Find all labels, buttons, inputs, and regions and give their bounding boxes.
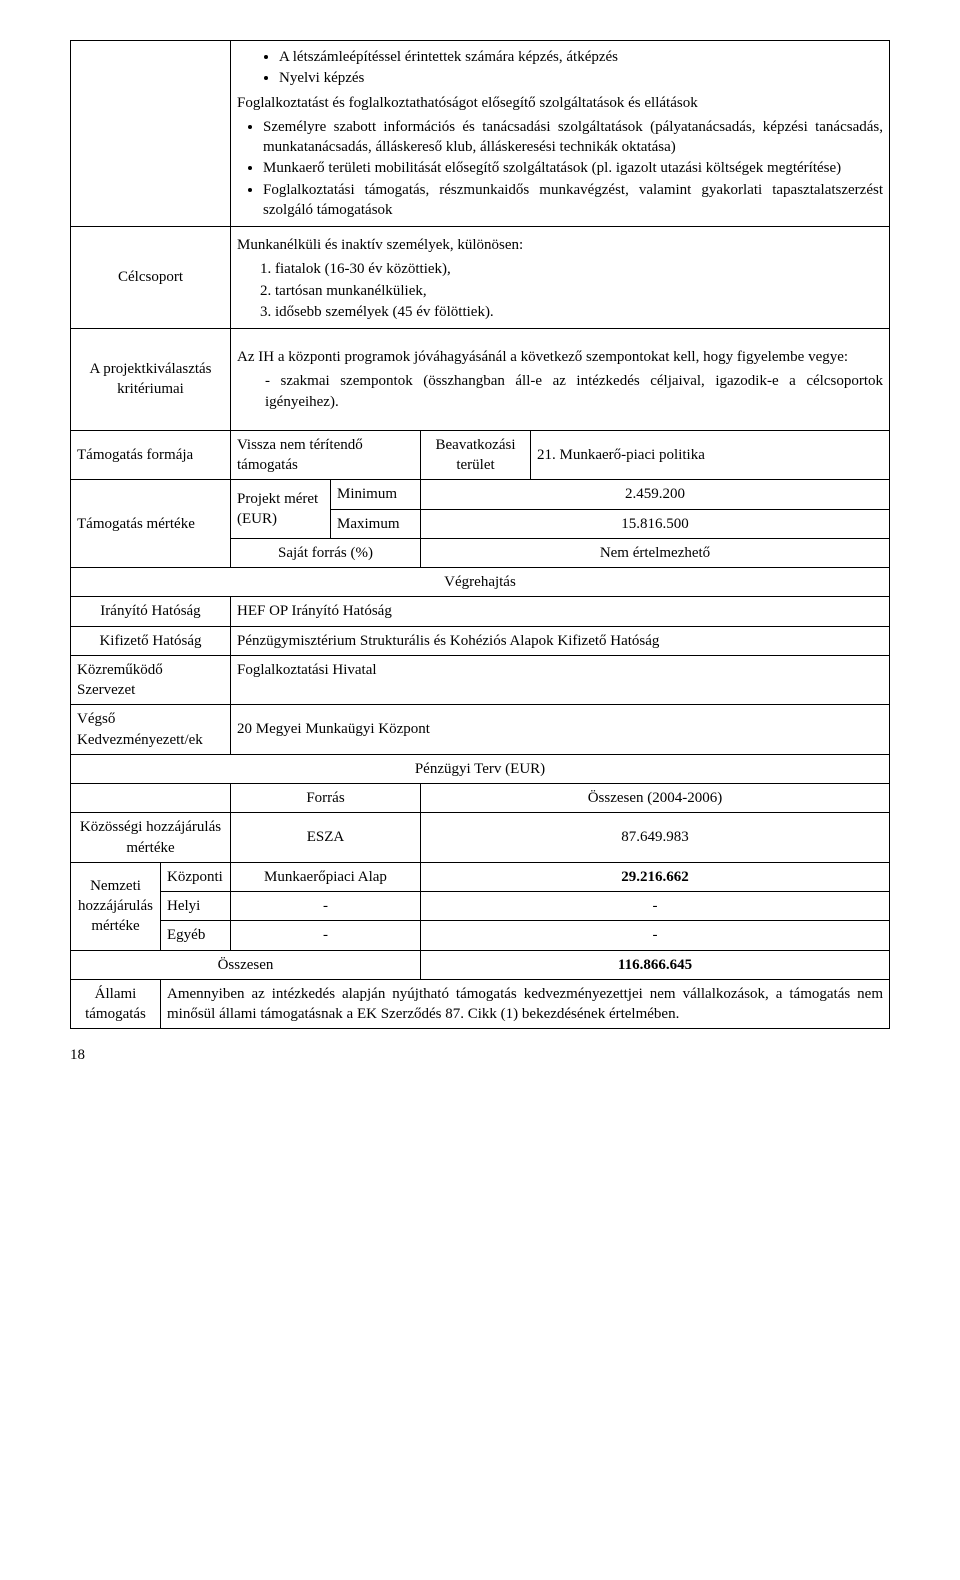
state-aid-text: Amennyiben az intézkedés alapján nyújtha… [161, 979, 890, 1029]
empty-label-cell [71, 41, 231, 227]
max-value: 15.816.500 [421, 509, 890, 538]
bullet-item: Munkaerő területi mobilitását elősegítő … [263, 158, 883, 178]
paying-authority-value: Pénzügymisztérium Strukturális és Kohézi… [231, 626, 890, 655]
financial-plan-header: Pénzügyi Terv (EUR) [71, 754, 890, 783]
sum-total: 116.866.645 [421, 950, 890, 979]
bullet-item: A létszámleépítéssel érintettek számára … [279, 47, 883, 67]
national-contribution-label: Nemzeti hozzájárulás mértéke [71, 862, 161, 950]
bullet-item: Személyre szabott információs és tanácsa… [263, 117, 883, 158]
central-total: 29.216.662 [421, 862, 890, 891]
target-group-intro: Munkanélküli és inaktív személyek, külön… [237, 235, 883, 255]
area-value: 21. Munkaerő-piaci politika [531, 430, 890, 480]
paying-authority-label: Kifizető Hatóság [71, 626, 231, 655]
state-aid-label: Állami támogatás [71, 979, 161, 1029]
final-beneficiary-value: 20 Megyei Munkaügyi Központ [231, 705, 890, 755]
local-label: Helyi [161, 892, 231, 921]
bullet-item: Foglalkoztatási támogatás, részmunkaidős… [263, 180, 883, 221]
managing-authority-value: HEF OP Irányító Hatóság [231, 597, 890, 626]
min-value: 2.459.200 [421, 480, 890, 509]
local-source: - [231, 892, 421, 921]
document-table: A létszámleépítéssel érintettek számára … [70, 40, 890, 1029]
other-source: - [231, 921, 421, 950]
criteria-cell: Az IH a központi programok jóváhagyásáná… [231, 329, 890, 431]
min-label: Minimum [331, 480, 421, 509]
execution-header: Végrehajtás [71, 568, 890, 597]
sum-label: Összesen [71, 950, 421, 979]
central-source: Munkaerőpiaci Alap [231, 862, 421, 891]
other-label: Egyéb [161, 921, 231, 950]
target-group-label: Célcsoport [71, 227, 231, 329]
local-total: - [421, 892, 890, 921]
area-label: Beavatkozási terület [421, 430, 531, 480]
own-source-value: Nem értelmezhető [421, 538, 890, 567]
central-label: Központi [161, 862, 231, 891]
community-contribution-label: Közösségi hozzájárulás mértéke [71, 813, 231, 863]
support-amount-label: Támogatás mértéke [71, 480, 231, 568]
paragraph: Foglalkoztatást és foglalkoztathatóságot… [237, 93, 883, 113]
page-number: 18 [70, 1045, 890, 1065]
criteria-dash: - szakmai szempontok (összhangban áll-e … [237, 371, 883, 412]
project-size-label: Projekt méret (EUR) [231, 480, 331, 539]
bullet-item: Nyelvi képzés [279, 68, 883, 88]
community-source: ESZA [231, 813, 421, 863]
ordered-item: idősebb személyek (45 év fölöttiek). [275, 302, 883, 322]
total-column-header: Összesen (2004-2006) [421, 784, 890, 813]
managing-authority-label: Irányító Hatóság [71, 597, 231, 626]
target-group-cell: Munkanélküli és inaktív személyek, külön… [231, 227, 890, 329]
ordered-item: tartósan munkanélküliek, [275, 281, 883, 301]
max-label: Maximum [331, 509, 421, 538]
support-form-value: Vissza nem térítendő támogatás [231, 430, 421, 480]
ordered-item: fiatalok (16-30 év közöttiek), [275, 259, 883, 279]
support-form-label: Támogatás formája [71, 430, 231, 480]
criteria-label: A projektkiválasztás kritériumai [71, 329, 231, 431]
community-total: 87.649.983 [421, 813, 890, 863]
final-beneficiary-label: Végső Kedvezményezett/ek [71, 705, 231, 755]
criteria-para: Az IH a központi programok jóváhagyásáná… [237, 347, 883, 367]
intermediary-value: Foglalkoztatási Hivatal [231, 655, 890, 705]
other-total: - [421, 921, 890, 950]
activities-cell: A létszámleépítéssel érintettek számára … [231, 41, 890, 227]
own-source-label: Saját forrás (%) [231, 538, 421, 567]
intermediary-label: Közreműködő Szervezet [71, 655, 231, 705]
source-column-header: Forrás [231, 784, 421, 813]
empty-cell [71, 784, 231, 813]
